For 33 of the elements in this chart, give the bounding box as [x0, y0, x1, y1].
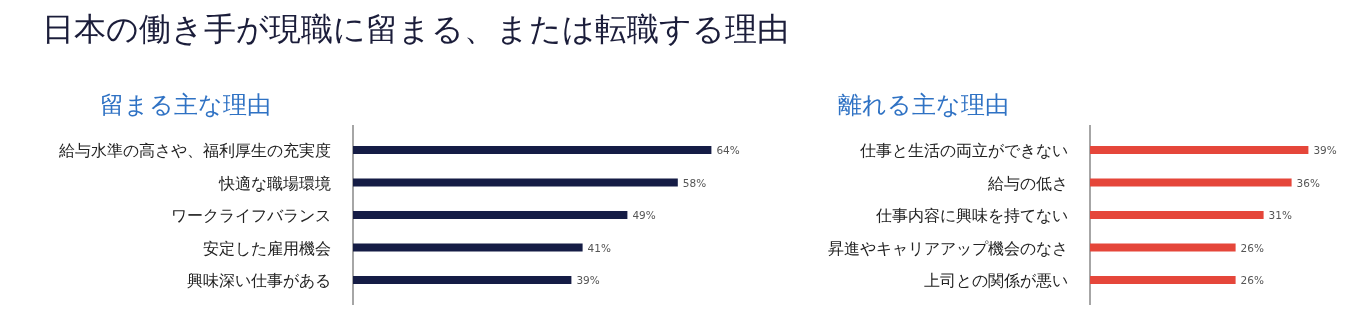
- y-tick-label: 快適な職場環境: [218, 173, 331, 193]
- y-tick-label: 興味深い仕事がある: [187, 271, 331, 290]
- chart-title: 日本の働き手が現職に留まる、または転職する理由: [42, 10, 789, 48]
- bar: [1090, 276, 1236, 284]
- y-tick-label: 昇進やキャリアアップ機会のなさ: [828, 238, 1068, 258]
- data-label: 49%: [632, 209, 656, 221]
- data-label: 39%: [1313, 144, 1337, 156]
- data-label: 26%: [1240, 241, 1264, 254]
- y-tick-label: ワークライフバランス: [171, 206, 331, 225]
- y-tick-label: 仕事内容に興味を持てない: [875, 206, 1068, 225]
- bar: [1090, 146, 1309, 154]
- data-label: 64%: [716, 144, 740, 156]
- data-label: 39%: [576, 274, 600, 286]
- bar: [1090, 243, 1236, 252]
- data-label: 31%: [1268, 209, 1292, 221]
- chart-subtitle: 留まる主な理由: [100, 91, 271, 119]
- y-tick-label: 仕事と生活の両立ができない: [859, 141, 1068, 160]
- bar: [353, 178, 678, 187]
- bar: [353, 276, 572, 284]
- bar: [1090, 211, 1264, 219]
- bar: [353, 146, 712, 154]
- y-tick-label: 給与水準の高さや、福利厚生の充実度: [58, 141, 331, 160]
- y-tick-label: 給与の低さ: [987, 173, 1068, 193]
- bar: [353, 211, 628, 219]
- chart-subtitle: 離れる主な理由: [838, 91, 1009, 119]
- bar: [353, 243, 583, 252]
- data-label: 41%: [587, 241, 611, 254]
- y-tick-label: 安定した雇用機会: [203, 238, 331, 258]
- y-tick-label: 上司との関係が悪い: [924, 271, 1068, 290]
- bar: [1090, 178, 1292, 187]
- data-label: 36%: [1296, 176, 1320, 189]
- data-label: 58%: [682, 176, 707, 189]
- data-label: 26%: [1240, 274, 1264, 286]
